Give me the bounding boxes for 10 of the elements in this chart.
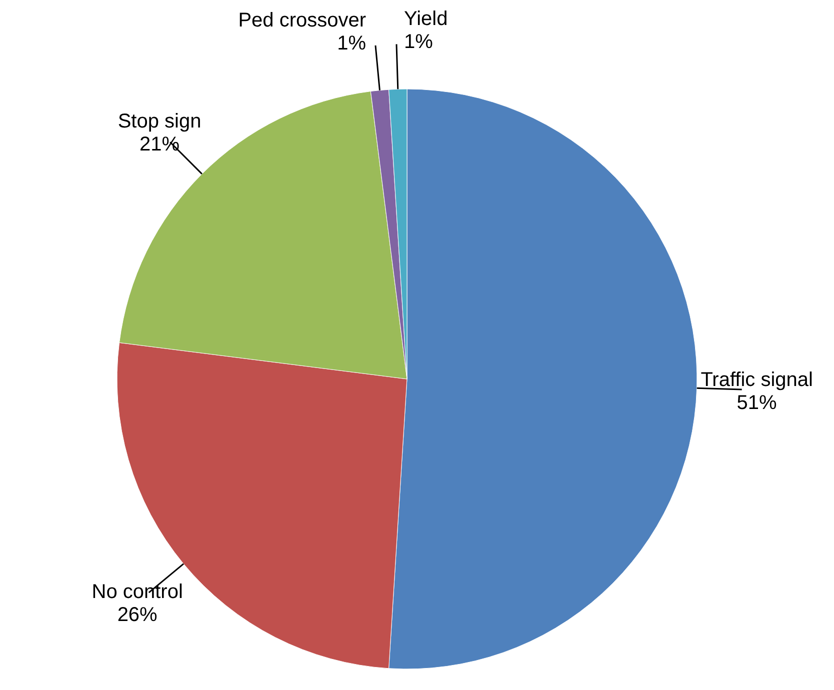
slice-label: Stop sign [118,110,202,133]
data-label: 51% [736,392,778,414]
data-label: 1% [337,32,366,55]
data-label: 26% [117,604,158,626]
data-label: 21% [139,134,180,156]
slice-label: No control [92,581,183,604]
data-label: 1% [404,31,434,54]
slice-label: Yield [404,8,448,30]
slice-label: Ped crossover [238,10,366,32]
slice-label: Traffic signal [700,368,813,391]
